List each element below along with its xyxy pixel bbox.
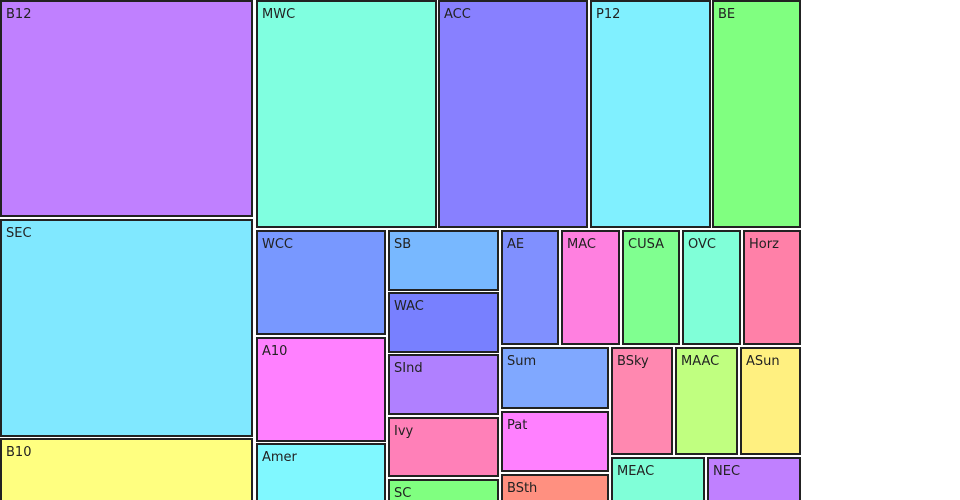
- treemap-cell[interactable]: CUSA: [622, 230, 680, 345]
- treemap-cell[interactable]: MEAC: [611, 457, 705, 500]
- treemap-cell[interactable]: P12: [590, 0, 711, 228]
- treemap-cell[interactable]: Sum: [501, 347, 609, 409]
- treemap-cell[interactable]: MWC: [256, 0, 437, 228]
- treemap-cell[interactable]: Ivy: [388, 417, 499, 477]
- treemap-cell[interactable]: WAC: [388, 292, 499, 353]
- treemap-cell[interactable]: BSky: [611, 347, 673, 455]
- treemap-cell[interactable]: SB: [388, 230, 499, 291]
- treemap-cell[interactable]: WCC: [256, 230, 386, 335]
- treemap-cell[interactable]: SEC: [0, 219, 253, 437]
- treemap-cell[interactable]: NEC: [707, 457, 801, 500]
- treemap-cell[interactable]: OVC: [682, 230, 741, 345]
- treemap-cell[interactable]: BE: [712, 0, 801, 228]
- treemap-cell[interactable]: A10: [256, 337, 386, 442]
- treemap-cell[interactable]: B10: [0, 438, 253, 500]
- treemap-cell[interactable]: BSth: [501, 474, 609, 500]
- treemap-cell[interactable]: MAC: [561, 230, 620, 345]
- treemap-cell[interactable]: AE: [501, 230, 559, 345]
- treemap-cell[interactable]: Amer: [256, 443, 386, 500]
- treemap-cell[interactable]: ACC: [438, 0, 588, 228]
- treemap-cell[interactable]: Horz: [743, 230, 801, 345]
- treemap-cell[interactable]: SInd: [388, 354, 499, 415]
- treemap-cell[interactable]: B12: [0, 0, 253, 217]
- treemap-cell[interactable]: SC: [388, 479, 499, 500]
- treemap-cell[interactable]: MAAC: [675, 347, 738, 455]
- treemap-cell[interactable]: Pat: [501, 411, 609, 472]
- treemap-cell[interactable]: ASun: [740, 347, 801, 455]
